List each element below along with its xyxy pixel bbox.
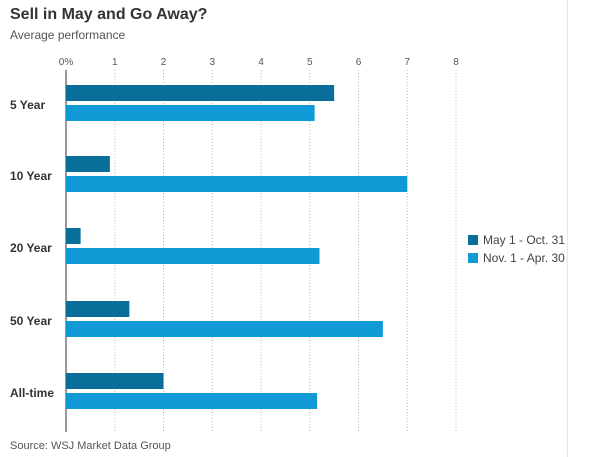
x-tick-label-2: 2 [161,57,167,68]
bar-4-series-1 [66,393,318,409]
bar-chart: 0% 1 2 3 4 5 6 7 8 5 Year 10 Year 20 Year 50 Year All… [10,57,459,432]
x-tick-label-1: 1 [112,57,118,68]
legend-swatch-series-0 [468,235,478,245]
bar-1-series-1 [66,176,408,192]
chart-frame: Sell in May and Go Away? Average perform… [10,0,568,457]
bar-0-series-0 [66,85,335,101]
bar-0-series-1 [66,105,315,121]
x-tick-label-0: 0% [59,57,74,68]
x-tick-label-4: 4 [258,57,264,68]
x-tick-label-6: 6 [356,57,362,68]
legend-label-series-0: May 1 - Oct. 31 [483,233,566,247]
bar-1-series-0 [66,156,110,172]
category-label-4: All-time [10,386,54,400]
x-tick-label-5: 5 [307,57,313,68]
legend: May 1 - Oct. 31 Nov. 1 - Apr. 30 [468,231,565,267]
chart-title: Sell in May and Go Away? [10,6,208,23]
legend-item-series-0: May 1 - Oct. 31 [468,231,565,249]
source-note: Source: WSJ Market Data Group [10,440,171,452]
category-label-2: 20 Year [10,241,52,255]
category-label-0: 5 Year [10,98,45,112]
category-label-1: 10 Year [10,169,52,183]
x-tick-label-7: 7 [404,57,410,68]
chart-subtitle: Average performance [10,28,126,42]
legend-swatch-series-1 [468,253,478,263]
bar-4-series-0 [66,373,164,389]
x-tick-label-3: 3 [209,57,215,68]
bar-2-series-0 [66,228,81,244]
category-label-3: 50 Year [10,314,52,328]
bar-2-series-1 [66,248,320,264]
legend-label-series-1: Nov. 1 - Apr. 30 [483,251,565,265]
x-tick-label-8: 8 [453,57,459,68]
bar-3-series-0 [66,301,130,317]
bar-3-series-1 [66,321,383,337]
legend-item-series-1: Nov. 1 - Apr. 30 [468,249,565,267]
